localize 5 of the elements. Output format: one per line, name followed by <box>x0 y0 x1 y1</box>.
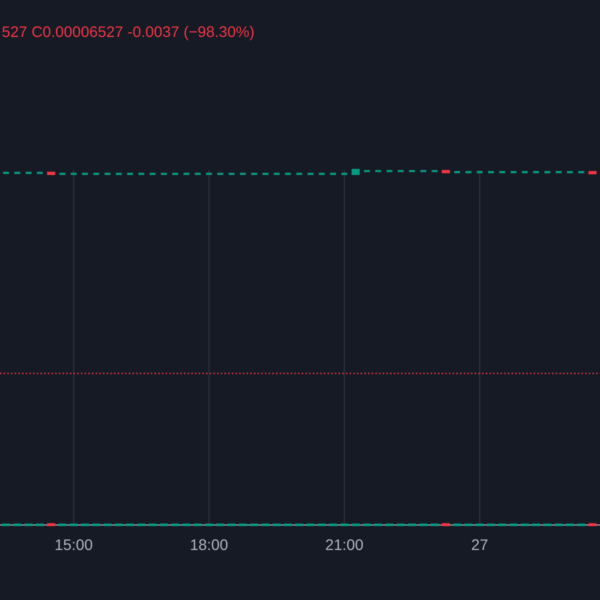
x-tick-label: 27 <box>472 539 488 550</box>
x-tick-label: 15:00 <box>56 539 92 550</box>
x-tick-label: 18:00 <box>191 539 228 550</box>
text: 527 C0.00006527 -0.0037 (−98.30%) <box>2 26 254 40</box>
x-tick-label: 21:00 <box>326 539 363 550</box>
